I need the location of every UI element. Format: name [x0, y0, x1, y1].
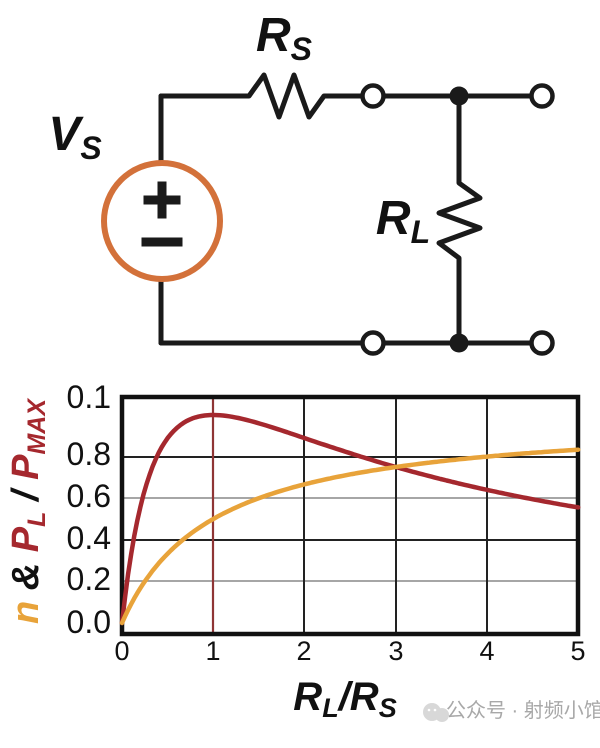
svg-text:0: 0 [114, 636, 129, 666]
svg-text:0.6: 0.6 [67, 478, 111, 514]
svg-text:4: 4 [479, 636, 494, 666]
svg-text:0.4: 0.4 [67, 520, 111, 556]
svg-text:1: 1 [205, 636, 220, 666]
svg-text:RL: RL [376, 192, 430, 250]
svg-text:0.2: 0.2 [67, 561, 111, 597]
svg-text:3: 3 [388, 636, 403, 666]
svg-text:0.8: 0.8 [67, 436, 111, 472]
svg-text:5: 5 [570, 636, 585, 666]
svg-text:2: 2 [296, 636, 311, 666]
svg-text:RL/RS: RL/RS [293, 675, 396, 723]
svg-text:公众号 · 射频小馆: 公众号 · 射频小馆 [446, 699, 600, 722]
svg-text:0.0: 0.0 [67, 604, 111, 640]
svg-text:0.1: 0.1 [67, 379, 111, 415]
svg-text:VS: VS [48, 108, 102, 166]
svg-text:n & PL / PMAX: n & PL / PMAX [5, 398, 51, 624]
svg-text:RS: RS [256, 9, 313, 67]
